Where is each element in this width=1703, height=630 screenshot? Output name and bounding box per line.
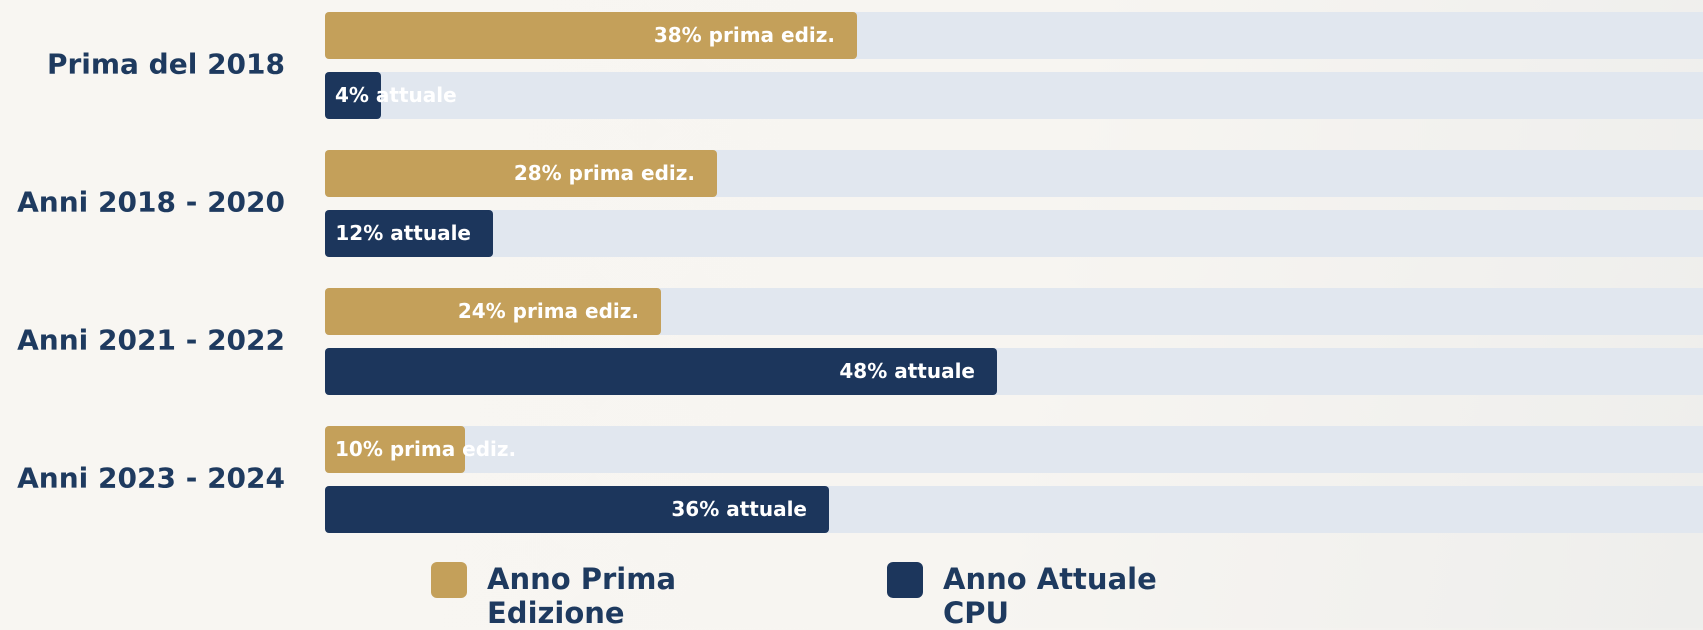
value-label: 38% prima ediz. [654,23,835,47]
legend-item: Anno Attuale CPU [887,562,1343,630]
bar [325,348,997,395]
legend-label: Anno Prima Edizione [487,562,677,630]
bar-track [325,426,1703,473]
legend-swatch [887,562,923,598]
chart: Prima del 2018 38% prima ediz. 4% attuale A… [17,12,1703,533]
category-label: Anni 2023 - 2024 [17,462,285,495]
legend-item: Anno Prima Edizione [431,562,887,630]
bar [325,288,661,335]
bar-track [325,210,1703,257]
bar [325,426,465,473]
legend-swatch [431,562,467,598]
bar-track [325,288,1703,335]
value-label: 24% prima ediz. [458,299,639,323]
category-label: Prima del 2018 [47,48,285,81]
legend-label: Anno Attuale CPU [943,562,1157,630]
value-label: 10% prima ediz. [335,437,516,461]
bar [325,486,829,533]
category-label: Anni 2018 - 2020 [17,186,285,219]
bar [325,210,493,257]
legend: Anno Prima Edizione Anno Attuale CPU [431,562,1343,630]
bar [325,150,717,197]
value-label: 12% attuale [335,221,471,245]
value-label: 36% attuale [671,497,807,521]
bar [325,12,857,59]
value-label: 4% attuale [335,83,457,107]
value-label: 48% attuale [839,359,975,383]
category-label: Anni 2021 - 2022 [17,324,285,357]
bar [325,72,381,119]
bar-track [325,72,1703,119]
value-label: 28% prima ediz. [514,161,695,185]
